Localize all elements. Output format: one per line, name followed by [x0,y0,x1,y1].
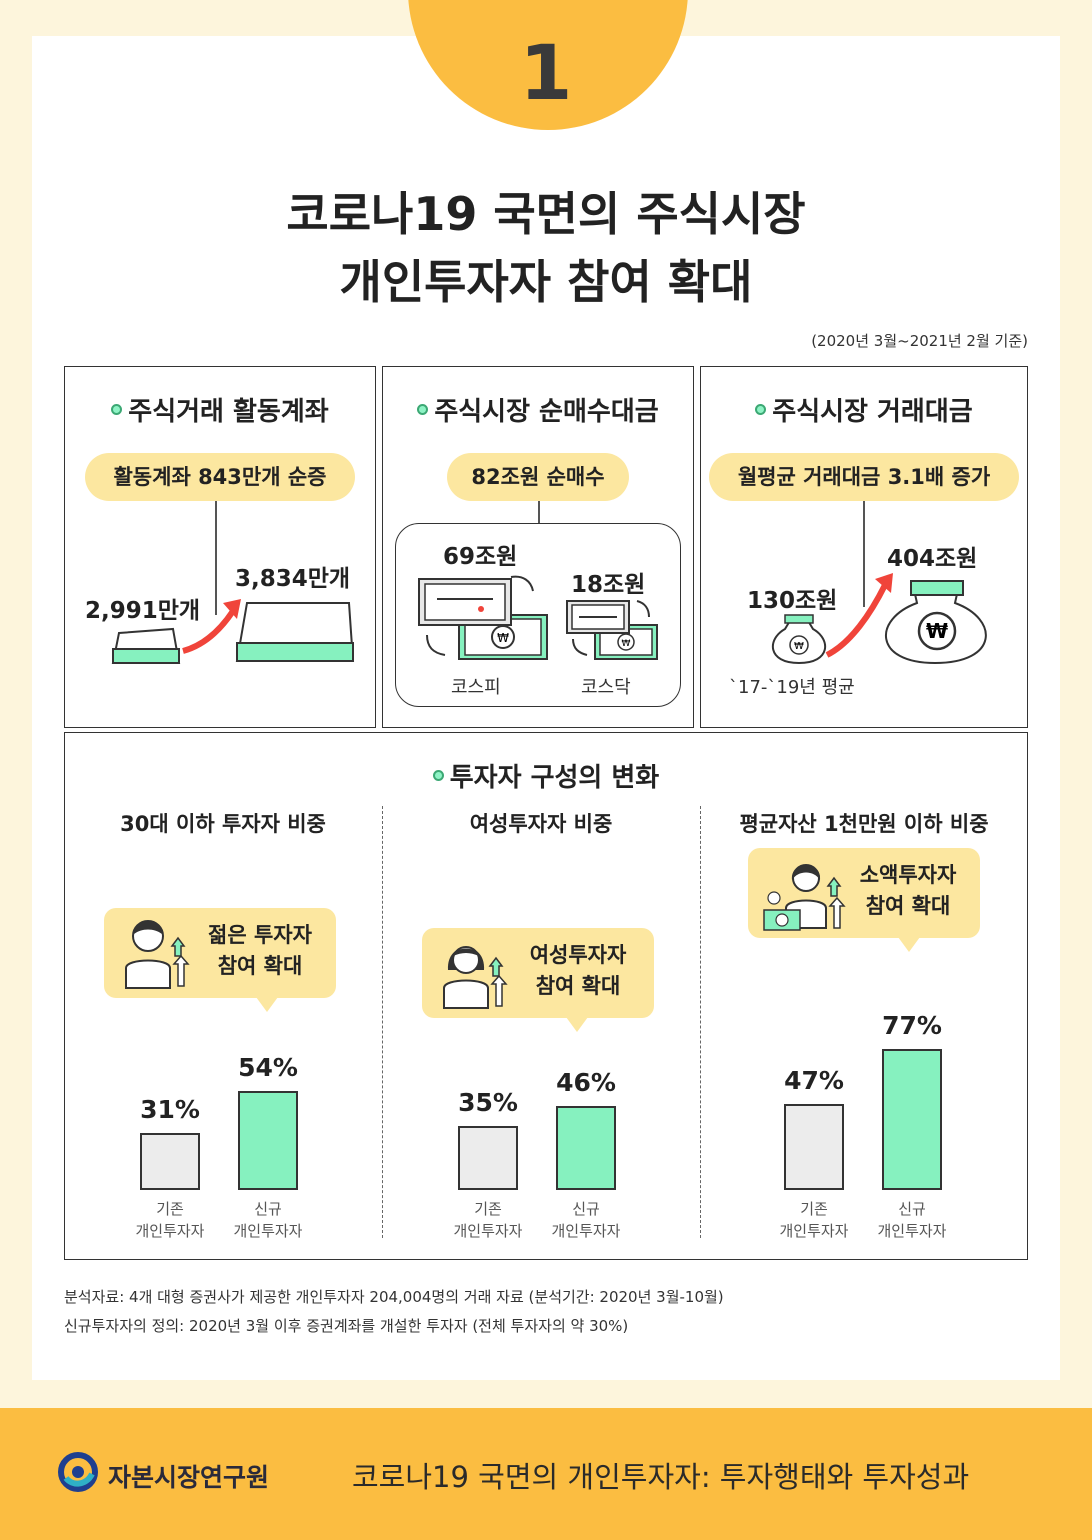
trading-pill: 월평균 거래대금 3.1배 증가 [709,453,1019,501]
org-name: 자본시장연구원 [108,1463,270,1492]
accounts-after: 3,834만개 [235,566,351,592]
notes: 분석자료: 4개 대형 증권사가 제공한 개인투자자 204,004명의 거래 … [64,1283,724,1341]
money-bag-icon: ₩ ₩ [771,573,987,665]
report-title: 코로나19 국면의 개인투자자: 투자행태와 투자성과 [352,1460,970,1494]
small-investor-icon [763,864,846,931]
page-title: 코로나19 국면의 주식시장 개인투자자 참여 확대 [0,180,1092,316]
bubble-text: 젊은 투자자 참여 확대 [208,923,312,978]
svg-text:₩: ₩ [794,641,804,652]
bullet-icon [111,404,123,415]
bubble-text: 여성투자자 참여 확대 [529,943,627,998]
svg-text:₩: ₩ [497,631,509,645]
group-title: 평균자산 1천만원 이하 비중 [739,812,989,836]
bullet-icon [417,404,429,415]
footer: 자본시장연구원 코로나19 국면의 개인투자자: 투자행태와 투자성과 [0,1408,1092,1540]
kosdaq-label: 코스닥 [581,677,631,698]
bullet-icon [755,404,767,415]
title-line-1: 코로나19 국면의 주식시장 [286,187,806,241]
title-line-2: 개인투자자 참여 확대 [339,255,753,309]
net-buy-inner-box [395,523,681,707]
speech-bubble: 소액투자자 참여 확대 [748,848,980,952]
old-investor-bar [458,1125,518,1190]
net-buy-pill: 82조원 순매수 [447,453,629,501]
bubble-tail [256,997,278,1012]
new-investor-pct: 54% [238,1053,298,1083]
group-divider [700,806,701,1238]
new-investor-bar [882,1049,942,1190]
note-definition: 신규투자자의 정의: 2020년 3월 이후 증권계좌를 개설한 투자자 (전체… [64,1317,629,1335]
accounts-panel: 주식거래 활동계좌 활동계좌 843만개 순증 2,991만개 3,834만개 [64,366,376,728]
note-source: 분석자료: 4개 대형 증권사가 제공한 개인투자자 204,004명의 거래 … [64,1288,724,1306]
new-investor-bar [556,1105,616,1190]
old-investor-pct: 47% [784,1065,844,1095]
old-investor-bar [140,1133,200,1190]
kospi-value: 69조원 [443,544,518,570]
young-investor-icon [125,920,190,989]
new-investor-pct: 77% [882,1011,942,1041]
connector-line [215,501,217,615]
bullet-icon [432,770,444,781]
connector-line [863,501,865,607]
old-investor-bar [784,1103,844,1190]
old-investor-label: 기존 개인투자자 [135,1200,205,1240]
speech-bubble: 여성투자자 참여 확대 [422,928,654,1032]
svg-text:₩: ₩ [926,619,948,643]
new-investor-label: 신규 개인투자자 [233,1200,303,1240]
net-buy-panel: 주식시장 순매수대금 82조원 순매수 69조원 18조원 ₩ ₩ 코스피 코스… [382,366,694,728]
old-investor-label: 기존 개인투자자 [453,1200,523,1240]
bubble-text: 소액투자자 참여 확대 [859,863,957,918]
connector-line [538,501,540,523]
trading-after: 404조원 [887,546,978,572]
trading-before-label: `17-`19년 평균 [729,677,855,698]
money-exchange-icon: ₩ ₩ [418,575,658,660]
new-investor-label: 신규 개인투자자 [551,1200,621,1240]
group-title: 30대 이하 투자자 비중 [120,812,326,836]
trading-before: 130조원 [747,588,838,614]
group-title: 여성투자자 비중 [469,812,613,836]
speech-bubble: 젊은 투자자 참여 확대 [104,908,336,1012]
net-buy-title: 주식시장 순매수대금 [383,391,693,428]
svg-text:₩: ₩ [622,639,631,649]
basis-period: (2020년 3월~2021년 2월 기준) [811,332,1028,350]
new-investor-bar [238,1091,298,1190]
new-investor-pct: 46% [556,1067,616,1097]
old-investor-label: 기존 개인투자자 [779,1200,849,1240]
new-investor-label: 신규 개인투자자 [877,1200,947,1240]
old-investor-pct: 31% [140,1095,200,1125]
account-book-icon [111,599,355,664]
old-investor-pct: 35% [458,1087,518,1117]
kosdaq-value: 18조원 [571,572,646,598]
trading-panel: 주식시장 거래대금 월평균 거래대금 3.1배 증가 404조원 130조원 ₩… [700,366,1028,728]
bubble-tail [898,937,920,952]
accounts-pill: 활동계좌 843만개 순증 [85,453,355,501]
composition-title: 투자자 구성의 변화 [65,757,1027,794]
logo-icon [58,1452,98,1492]
trading-title: 주식시장 거래대금 [701,391,1027,428]
accounts-before: 2,991만개 [85,598,201,624]
section-number: 1 [519,28,573,117]
kospi-label: 코스피 [451,677,501,698]
accounts-title: 주식거래 활동계좌 [65,391,375,428]
female-investor-icon [443,946,508,1009]
group-divider [382,806,383,1238]
bubble-tail [566,1017,588,1032]
